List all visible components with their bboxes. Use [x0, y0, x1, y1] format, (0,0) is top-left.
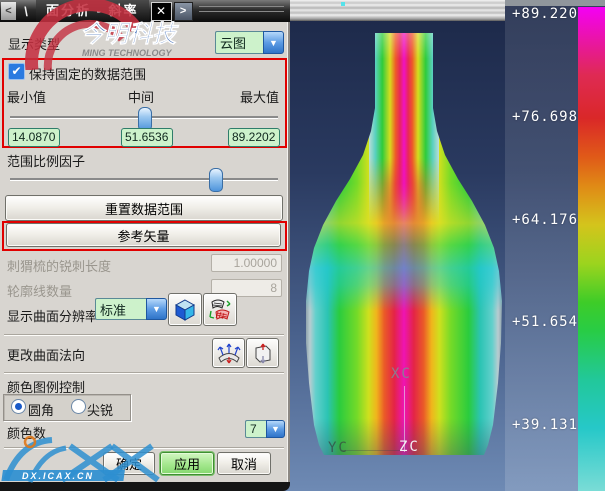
reverse-normal-button[interactable] — [246, 338, 279, 368]
color-count-label: 颜色数 — [7, 426, 47, 441]
dialog-tabbar: < \ 面分析 - 斜率 ✕ > — [0, 0, 290, 22]
tab-close-icon[interactable]: ✕ — [150, 1, 172, 21]
reference-vector-button[interactable]: 参考矢量 — [6, 223, 281, 247]
dialog-tab-title[interactable]: 面分析 - 斜率 — [36, 0, 149, 22]
spike-length-field: 1.00000 — [211, 254, 282, 272]
resolution-label: 显示曲面分辨率 — [7, 309, 99, 324]
fixed-range-highlight-box — [2, 58, 287, 148]
axis-y-line — [342, 450, 404, 451]
chevron-down-icon[interactable]: ▼ — [266, 420, 285, 438]
legend-tick: +89.220 — [512, 6, 579, 22]
scale-slider-track[interactable] — [10, 178, 278, 181]
divider — [4, 334, 284, 336]
display-type-value: 云图 — [215, 31, 263, 54]
legend-tick: +76.698 — [512, 109, 579, 125]
legend-tick: +39.131 — [512, 417, 579, 433]
spike-length-label: 刺猬梳的锐刺长度 — [7, 259, 112, 274]
chevron-down-icon[interactable]: ▼ — [263, 31, 284, 54]
scale-slider-thumb[interactable] — [209, 168, 223, 192]
dialog-bottom-edge — [0, 482, 290, 491]
show-normals-button[interactable] — [212, 338, 245, 368]
cancel-button[interactable]: 取消 — [217, 452, 271, 475]
reference-vector-highlight-box — [2, 221, 287, 251]
axis-label-zc: ZC — [399, 439, 420, 455]
shaded-cube-button[interactable] — [168, 293, 202, 326]
color-count-combo[interactable]: 7 ▼ — [245, 420, 285, 438]
tabbar-grooves — [198, 6, 284, 16]
divider — [4, 447, 284, 449]
viewport-toolbar-strip — [290, 0, 505, 21]
analysis-dialog-panel: < \ 面分析 - 斜率 ✕ > 显示类型 云图 ▼ ✔ 保持固定的数据范围 最… — [0, 0, 290, 491]
cube-icon — [174, 298, 196, 321]
tab-nav-left-icon[interactable]: < — [1, 2, 16, 20]
max-value-field[interactable]: 89.2202 — [228, 128, 280, 147]
watermark-top-subtext: MING TECHNOLOGY — [82, 48, 172, 58]
face-analysis-icon — [209, 299, 231, 320]
radio-round[interactable] — [11, 399, 26, 414]
chevron-down-icon[interactable]: ▼ — [146, 298, 167, 320]
tab-nav-right-icon[interactable]: > — [173, 1, 193, 21]
color-count-value: 7 — [245, 420, 266, 438]
tab-pin-icon[interactable]: \ — [24, 3, 28, 19]
resolution-combo[interactable]: 标准 ▼ — [95, 298, 167, 320]
scale-factor-label: 范围比例因子 — [7, 154, 86, 169]
axis-z-line — [404, 386, 405, 452]
resolution-value: 标准 — [95, 298, 146, 320]
ok-button[interactable]: 确定 — [103, 452, 155, 475]
legend-top-strip — [505, 0, 605, 6]
surface-normals-icon — [217, 343, 240, 364]
bottle-neck-contour — [369, 33, 439, 228]
color-legend-bar — [578, 7, 605, 491]
mid-label: 中间 — [128, 90, 155, 105]
radio-sharp[interactable] — [71, 399, 86, 414]
contour-count-field: 8 — [211, 279, 282, 297]
watermark-bottom-text: DX.ICAX.CN — [22, 471, 94, 481]
radio-sharp-label: 尖锐 — [87, 403, 114, 418]
display-type-label: 显示类型 — [8, 37, 61, 52]
min-value-field[interactable]: 14.0870 — [8, 128, 60, 147]
radio-round-label: 圆角 — [28, 403, 55, 418]
contour-count-label: 轮廓线数量 — [7, 284, 73, 299]
divider — [4, 372, 284, 374]
min-label: 最小值 — [7, 90, 47, 105]
reverse-normal-icon — [255, 343, 270, 364]
legend-control-label: 颜色图例控制 — [7, 380, 86, 395]
mid-value-field[interactable]: 51.6536 — [121, 128, 173, 147]
legend-tick: +51.654 — [512, 314, 579, 330]
change-normal-label: 更改曲面法向 — [7, 348, 86, 363]
max-label: 最大值 — [240, 90, 280, 105]
fixed-range-checkbox-label: 保持固定的数据范围 — [29, 67, 147, 82]
reset-range-button[interactable]: 重置数据范围 — [5, 195, 283, 221]
apply-button[interactable]: 应用 — [160, 452, 214, 475]
face-analysis-button[interactable] — [203, 293, 237, 326]
watermark-top-text: 今明科技 — [80, 21, 179, 48]
fixed-range-checkbox[interactable]: ✔ — [8, 63, 25, 80]
legend-tick: +64.176 — [512, 212, 579, 228]
display-type-combo[interactable]: 云图 ▼ — [215, 31, 284, 54]
toolbar-marker-dot — [341, 2, 345, 6]
axis-label-yc: YC — [328, 440, 349, 456]
axis-label-xc: XC — [391, 366, 412, 382]
